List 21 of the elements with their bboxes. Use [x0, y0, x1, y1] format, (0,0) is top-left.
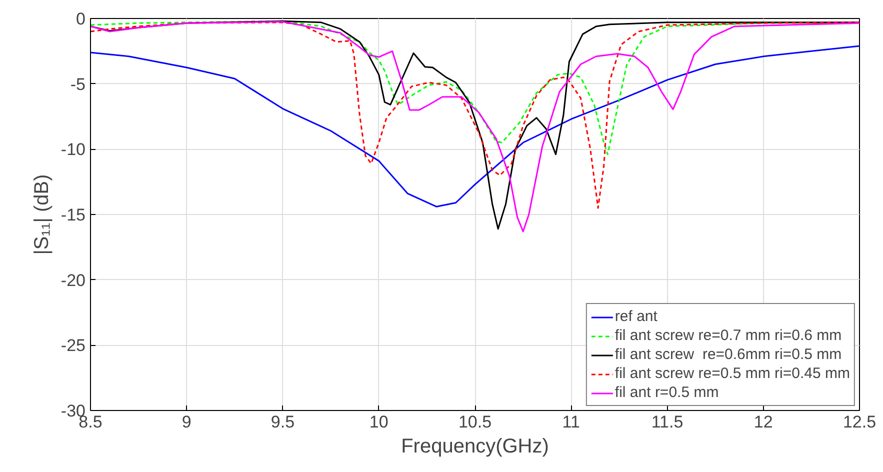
y-tick-label: -20: [60, 270, 86, 290]
x-tick-label: 11.5: [651, 412, 684, 432]
y-axis-title: |S₁₁| (dB): [30, 174, 53, 255]
legend-label: fil ant screw re=0.6mm ri=0.5 mm: [614, 346, 842, 363]
x-tick-label: 12: [754, 412, 773, 432]
x-tick-label: 10.5: [458, 412, 492, 432]
y-tick-label: 0: [76, 10, 86, 28]
x-tick-label: 9.5: [270, 412, 295, 432]
y-tick-label: -15: [60, 206, 86, 224]
legend-label: fil ant r=0.5 mm: [614, 384, 719, 401]
x-axis-title: Frequency(GHz): [401, 436, 549, 458]
x-tick-label: 12.5: [842, 412, 876, 432]
x-tick-label: 11: [562, 412, 580, 432]
legend-label: fil ant screw re=0.7 mm ri=0.6 mm: [614, 327, 842, 344]
y-tick-label: -25: [60, 336, 86, 356]
x-tick-label: 9: [182, 412, 192, 432]
y-tick-label: -10: [60, 140, 86, 160]
legend-label: fil ant screw re=0.5 mm ri=0.45 mm: [614, 365, 850, 382]
legend-label: ref ant: [614, 308, 658, 325]
x-tick-label: 10: [369, 412, 388, 432]
y-tick-label: -5: [70, 74, 86, 94]
